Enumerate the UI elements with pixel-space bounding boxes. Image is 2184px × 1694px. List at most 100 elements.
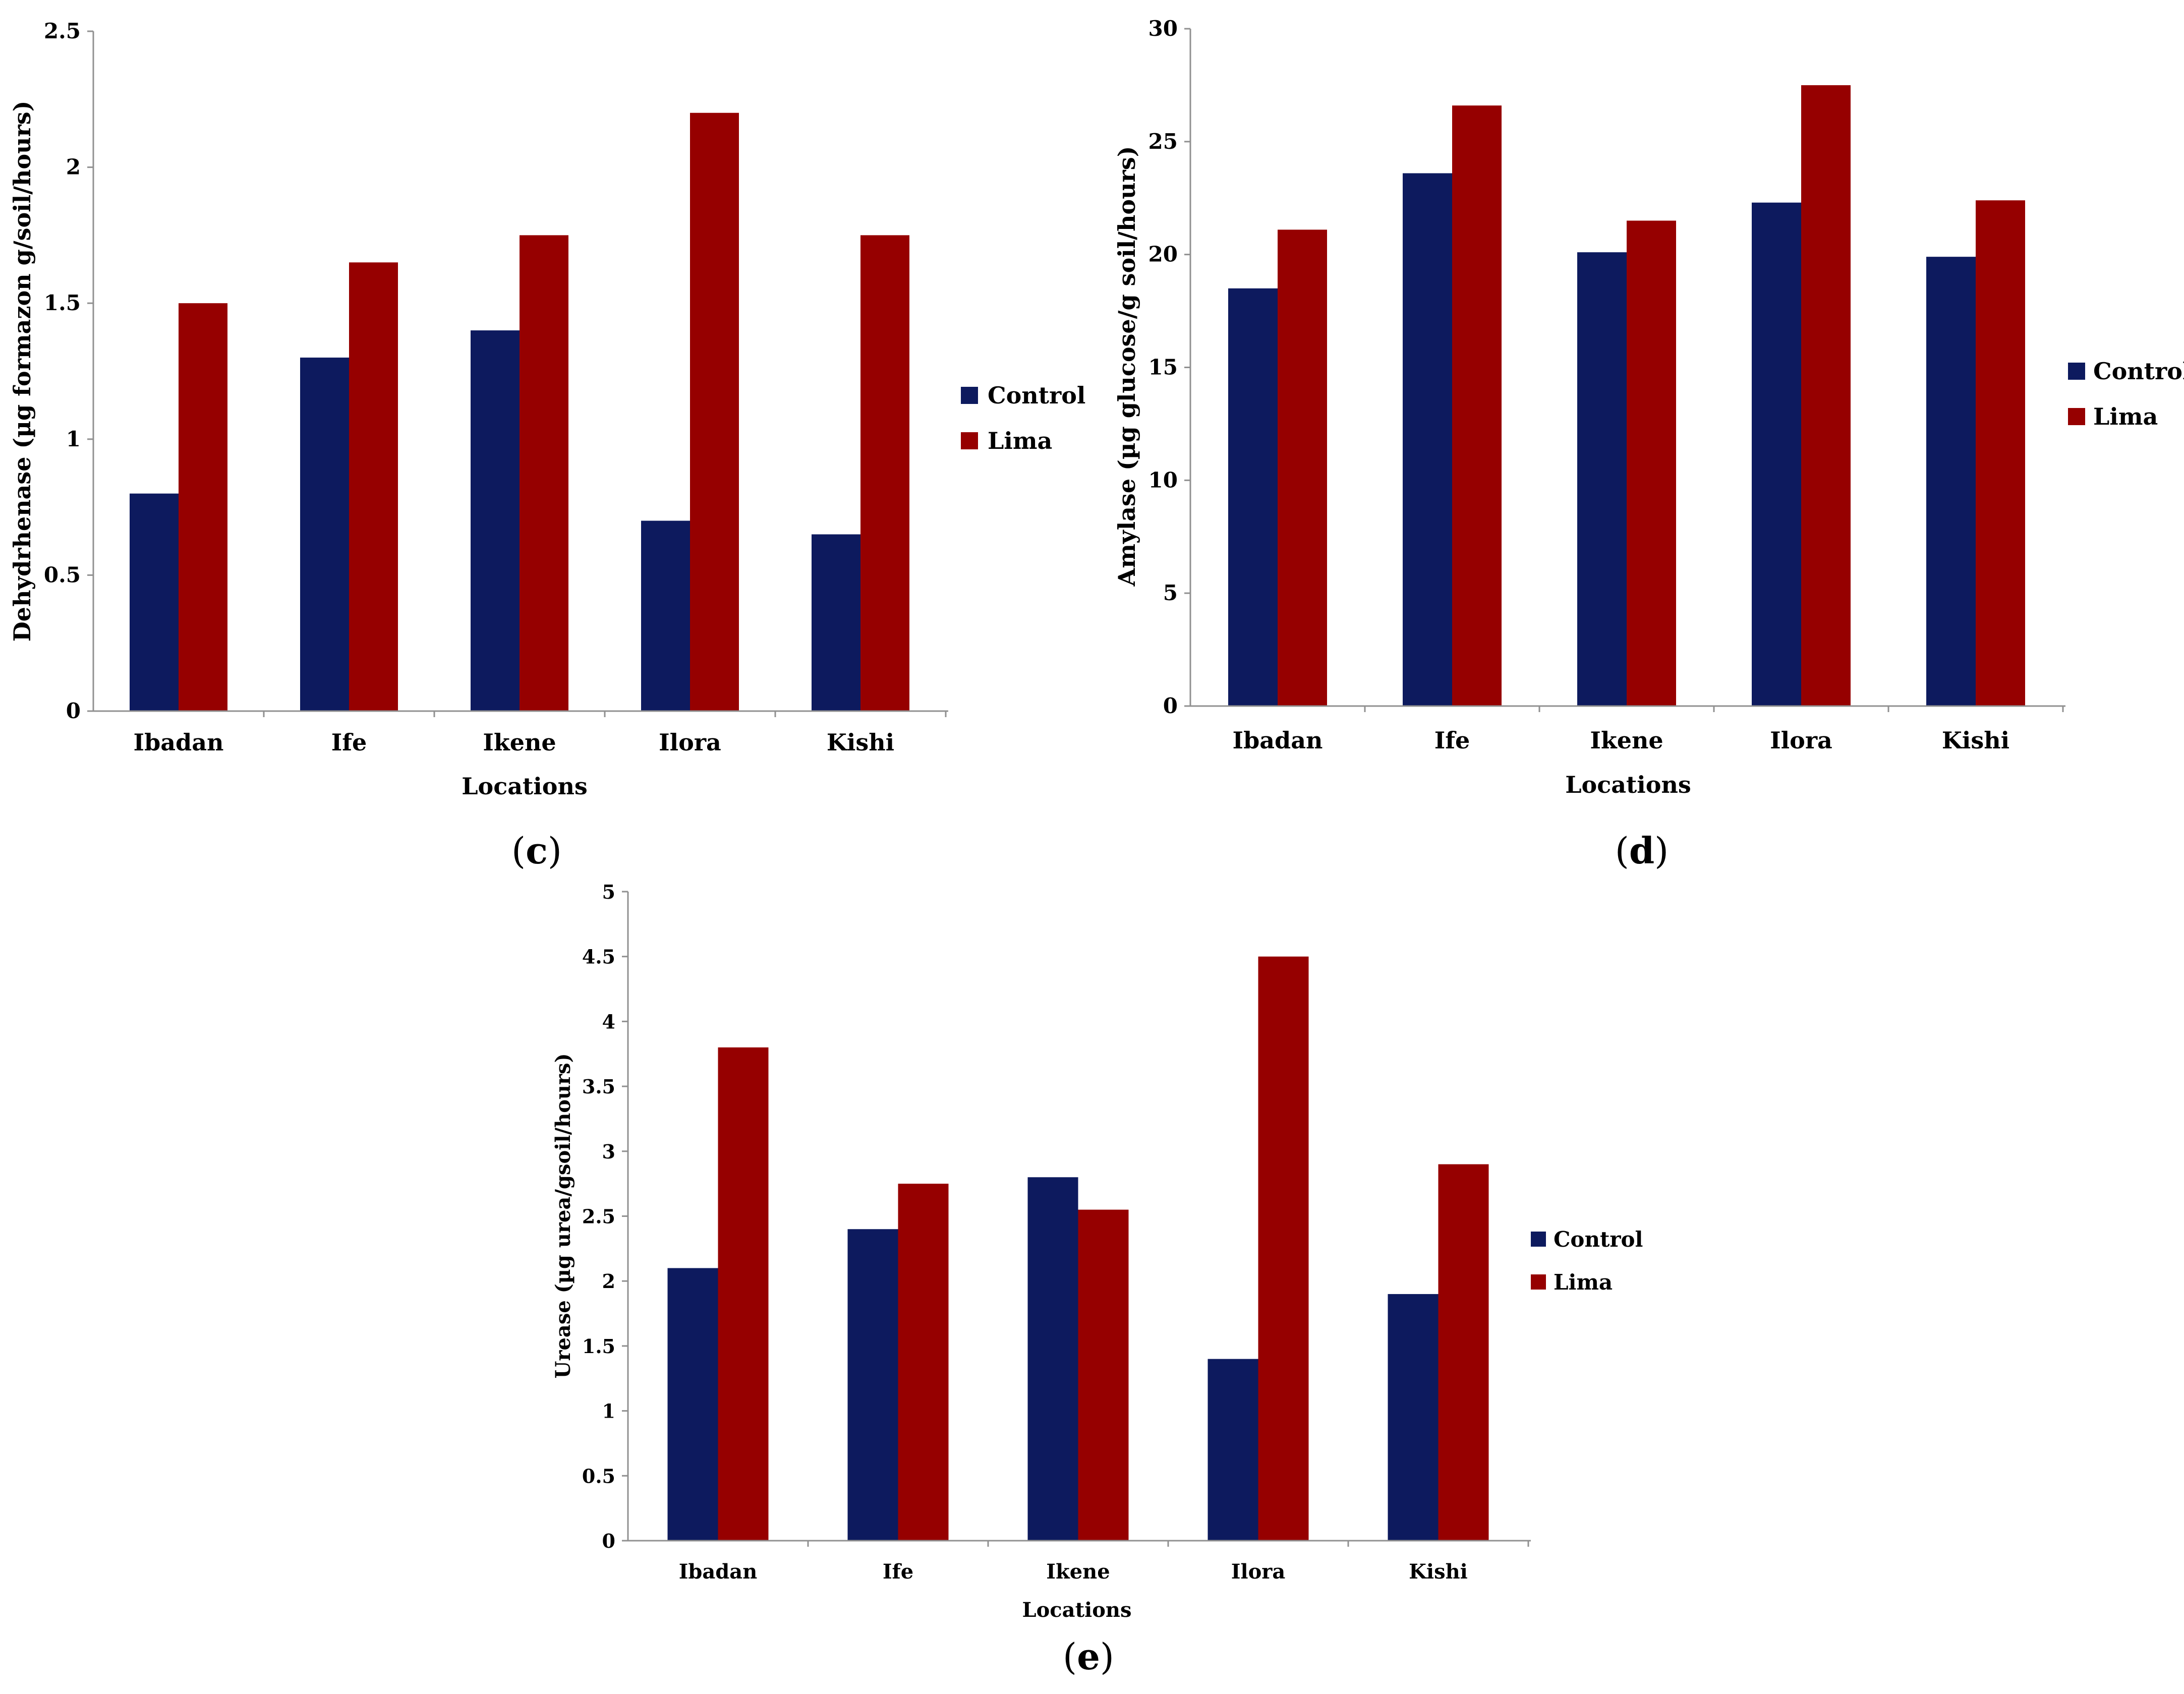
bar-control-kishi (1926, 257, 1976, 707)
bar-control-ilora (1752, 202, 1801, 706)
y-ticks-c: 0 0.5 1 1.5 2 2.5 (44, 19, 93, 723)
x-category-label: Kishi (1409, 1560, 1468, 1584)
bar-lima-ife (898, 1184, 949, 1541)
x-category-label: Ibadan (679, 1560, 758, 1584)
bar-control-ikene (1577, 252, 1627, 706)
bars-e (667, 956, 1489, 1541)
bars-c (130, 112, 909, 711)
y-tick-label: 2 (602, 1270, 615, 1293)
y-axis-title-d: Amylase (µg glucose/g soil/hours) (1113, 146, 1140, 587)
chart-panel-e: 0 0.5 1 1.5 2 2.5 3 3.5 4 4.5 5 Ibadan Ife Ikene Ilor… (551, 881, 1643, 1678)
y-tick-label: 3.5 (582, 1075, 615, 1098)
x-category-label: Ibadan (1233, 727, 1323, 754)
y-tick-label: 10 (1148, 468, 1178, 492)
y-ticks-e: 0 0.5 1 1.5 2 2.5 3 3.5 4 4.5 5 (582, 881, 628, 1552)
y-tick-label: 5 (1163, 580, 1178, 605)
panel-label-c: (c) (511, 829, 562, 872)
y-tick-label: 3 (602, 1140, 615, 1163)
bar-control-ife (1403, 173, 1452, 707)
legend-label-control-d: Control (2093, 358, 2184, 385)
legend-swatch-lima-d (2068, 408, 2085, 425)
y-tick-label: 0.5 (44, 562, 81, 587)
bars-d (1228, 85, 2025, 707)
legend-swatch-lima-c (961, 432, 978, 449)
x-axis-title-c: Locations (462, 773, 588, 800)
y-tick-label: 1 (66, 427, 81, 451)
bar-lima-ife (349, 262, 398, 711)
y-axis-title-c: Dehydrhenase (µg formazon g/soil/hours) (9, 101, 36, 642)
y-tick-label: 2.5 (582, 1205, 615, 1228)
bar-control-ibadan (130, 493, 179, 711)
x-category-label: Kishi (827, 729, 894, 756)
bar-lima-ilora (1801, 85, 1851, 707)
legend-label-lima-d: Lima (2093, 403, 2158, 430)
bar-control-kishi (1388, 1294, 1439, 1541)
y-tick-label: 2.5 (44, 19, 81, 43)
bar-control-kishi (812, 534, 860, 711)
x-category-label: Ife (883, 1560, 913, 1584)
legend-swatch-control-c (961, 387, 978, 404)
panel-letter-d: d (1629, 829, 1654, 872)
chart-panel-d: 0 5 10 15 20 25 30 Ibadan Ife Ikene Ilora Kishi Lo… (1113, 16, 2184, 872)
y-ticks-d: 0 5 10 15 20 25 30 (1148, 16, 1190, 718)
x-category-label: Ikene (483, 729, 556, 756)
bar-lima-ilora (1258, 956, 1309, 1541)
x-category-label: Ife (331, 729, 367, 756)
bar-lima-kishi (860, 235, 909, 711)
y-axis-title-e: Urease (µg urea/gsoil/hours) (551, 1054, 575, 1379)
bar-control-ibadan (667, 1268, 718, 1541)
bar-lima-ibadan (179, 303, 227, 711)
y-tick-label: 1.5 (582, 1335, 615, 1358)
y-tick-label: 0 (66, 698, 81, 723)
x-category-label: Ife (1434, 727, 1470, 754)
bar-control-ilora (641, 520, 690, 711)
x-category-label: Ikene (1590, 727, 1663, 754)
x-categories-e: Ibadan Ife Ikene Ilora Kishi (679, 1541, 1529, 1584)
y-tick-label: 20 (1148, 242, 1178, 267)
y-tick-label: 4 (602, 1010, 615, 1033)
legend-label-lima-c: Lima (988, 427, 1052, 454)
x-category-label: Ilora (659, 729, 721, 756)
legend-label-lima-e: Lima (1554, 1270, 1613, 1295)
bar-lima-ikene (1627, 220, 1676, 706)
panel-label-d: (d) (1615, 829, 1669, 872)
bar-control-ife (300, 358, 349, 711)
legend-swatch-lima-e (1531, 1274, 1546, 1290)
legend-swatch-control-e (1531, 1232, 1546, 1247)
bar-lima-kishi (1438, 1164, 1489, 1541)
x-categories-c: Ibadan Ife Ikene Ilora Kishi (134, 711, 947, 756)
bar-lima-ikene (520, 235, 568, 711)
chart-panel-c: 0 0.5 1 1.5 2 2.5 Ibadan Ife Ikene Ilora Kishi Lo… (9, 19, 1085, 872)
bar-lima-ife (1452, 105, 1502, 706)
y-tick-label: 1 (602, 1400, 615, 1423)
y-tick-label: 0 (1163, 693, 1178, 718)
y-tick-label: 2 (66, 155, 81, 180)
x-axis-title-e: Locations (1022, 1598, 1131, 1622)
panel-letter-e: e (1077, 1635, 1100, 1678)
legend-c: Control Lima (961, 382, 1085, 454)
x-category-label: Ilora (1770, 727, 1832, 754)
y-tick-label: 5 (602, 881, 615, 903)
bar-control-ibadan (1228, 288, 1278, 706)
panel-letter-c: c (526, 829, 548, 872)
bar-lima-kishi (1976, 200, 2025, 706)
bar-lima-ibadan (718, 1047, 769, 1541)
legend-swatch-control-d (2068, 363, 2085, 380)
panel-label-e: (e) (1063, 1635, 1114, 1678)
legend-label-control-e: Control (1554, 1227, 1643, 1252)
bar-control-ilora (1208, 1359, 1258, 1541)
x-category-label: Ilora (1231, 1560, 1286, 1584)
x-categories-d: Ibadan Ife Ikene Ilora Kishi (1233, 706, 2064, 754)
bar-control-ikene (471, 330, 520, 711)
bar-lima-ikene (1078, 1209, 1129, 1541)
y-tick-label: 0 (602, 1530, 615, 1552)
legend-e: Control Lima (1531, 1227, 1643, 1295)
legend-label-control-c: Control (988, 382, 1085, 409)
bar-lima-ibadan (1278, 229, 1327, 706)
y-tick-label: 4.5 (582, 946, 615, 968)
y-tick-label: 15 (1148, 355, 1178, 380)
x-category-label: Kishi (1942, 727, 2009, 754)
x-category-label: Ikene (1046, 1560, 1110, 1584)
y-tick-label: 1.5 (44, 290, 81, 315)
